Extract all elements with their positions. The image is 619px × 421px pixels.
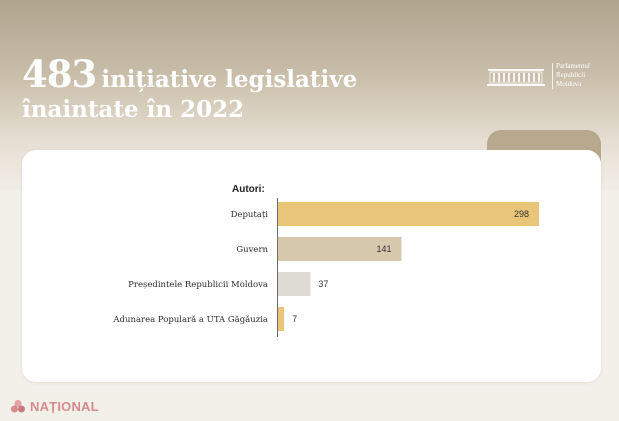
logo-text: Parlamentul Republicii Moldova — [556, 62, 612, 89]
chart-subtitle: Autori: — [232, 184, 265, 195]
logo-line-2: Republicii — [556, 71, 586, 79]
bar-2 — [278, 237, 402, 261]
parliament-logo: Parlamentul Republicii Moldova — [486, 62, 606, 91]
bar-1 — [278, 202, 539, 226]
logo-line-1: Parlamentul — [556, 62, 590, 70]
category-label: Președintele Republicii Moldova — [128, 280, 268, 290]
headline-number: 483 — [22, 52, 97, 96]
data-label: 7 — [292, 314, 297, 324]
brand-name: NAȚIONAL — [30, 399, 99, 414]
headline: 483 inițiative legislative înaintate în … — [22, 54, 462, 122]
parliament-building-icon — [487, 69, 545, 86]
headline-line-2: înaintate în 2022 — [22, 95, 245, 123]
headline-line-1: inițiative legislative — [101, 66, 358, 93]
category-label: Guvern — [236, 245, 268, 255]
brand-flower-icon — [11, 400, 25, 413]
logo-line-3: Moldova — [556, 80, 582, 88]
data-label: 37 — [318, 279, 328, 289]
data-label: 298 — [514, 209, 529, 219]
category-label: Adunarea Populară a UTA Găgăuzia — [112, 314, 268, 325]
logo-divider — [552, 63, 553, 89]
chart-card — [22, 150, 601, 382]
bar-4 — [278, 307, 285, 331]
data-label: 141 — [376, 244, 391, 254]
bar-3 — [278, 272, 311, 296]
category-label: Deputați — [231, 210, 269, 220]
